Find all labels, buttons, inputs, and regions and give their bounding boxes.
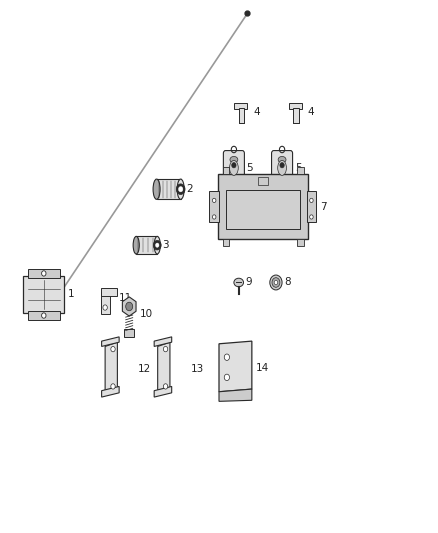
Bar <box>136 237 157 254</box>
Circle shape <box>103 305 107 310</box>
Circle shape <box>179 187 183 192</box>
FancyBboxPatch shape <box>272 150 293 185</box>
Polygon shape <box>102 337 119 346</box>
Bar <box>293 108 299 123</box>
FancyBboxPatch shape <box>218 174 308 239</box>
Circle shape <box>163 346 168 352</box>
Text: 1: 1 <box>68 289 74 300</box>
Polygon shape <box>105 342 117 392</box>
Text: 14: 14 <box>255 363 268 373</box>
Bar <box>234 103 247 109</box>
Circle shape <box>42 271 46 276</box>
Circle shape <box>126 302 133 311</box>
FancyBboxPatch shape <box>23 276 64 313</box>
Ellipse shape <box>153 179 160 199</box>
Circle shape <box>176 184 185 195</box>
Text: 4: 4 <box>308 107 314 117</box>
Circle shape <box>274 280 278 285</box>
Bar <box>239 108 244 123</box>
Bar <box>124 329 134 337</box>
Circle shape <box>163 384 168 389</box>
Ellipse shape <box>154 237 160 254</box>
Circle shape <box>212 198 216 203</box>
Ellipse shape <box>230 160 238 175</box>
Polygon shape <box>158 342 170 392</box>
Ellipse shape <box>133 237 139 254</box>
Text: 5: 5 <box>295 163 301 173</box>
FancyBboxPatch shape <box>28 269 60 278</box>
Text: 7: 7 <box>320 201 326 212</box>
Text: 8: 8 <box>284 278 290 287</box>
Polygon shape <box>154 337 172 346</box>
Text: 12: 12 <box>138 364 151 374</box>
Circle shape <box>310 215 313 219</box>
Polygon shape <box>154 386 172 397</box>
Circle shape <box>111 346 115 352</box>
Bar <box>223 167 229 174</box>
Circle shape <box>224 354 230 360</box>
Circle shape <box>212 215 216 219</box>
FancyBboxPatch shape <box>226 190 300 229</box>
Polygon shape <box>102 386 119 397</box>
Text: 3: 3 <box>162 240 169 250</box>
FancyBboxPatch shape <box>258 177 268 185</box>
Ellipse shape <box>230 157 238 163</box>
Text: 5: 5 <box>247 163 253 173</box>
Circle shape <box>310 198 313 203</box>
Ellipse shape <box>278 157 286 163</box>
Bar <box>101 292 110 314</box>
Circle shape <box>272 278 280 287</box>
Ellipse shape <box>234 278 244 287</box>
Text: 4: 4 <box>253 107 260 117</box>
Bar <box>307 191 316 222</box>
Text: 10: 10 <box>140 310 153 319</box>
Ellipse shape <box>278 160 286 175</box>
Polygon shape <box>122 297 136 316</box>
Bar <box>289 103 302 109</box>
Circle shape <box>224 374 230 381</box>
Polygon shape <box>219 341 252 392</box>
Text: 11: 11 <box>119 294 132 303</box>
Bar <box>209 191 219 222</box>
FancyBboxPatch shape <box>223 150 244 185</box>
Text: 2: 2 <box>186 184 193 194</box>
Circle shape <box>280 163 284 168</box>
Circle shape <box>155 243 159 247</box>
Polygon shape <box>219 389 252 401</box>
Circle shape <box>153 240 161 250</box>
Bar <box>297 167 304 174</box>
Text: 13: 13 <box>191 364 204 374</box>
Bar <box>156 179 180 199</box>
Bar <box>297 239 304 246</box>
Circle shape <box>111 384 115 389</box>
Bar <box>101 288 117 296</box>
Circle shape <box>42 313 46 318</box>
Circle shape <box>232 163 236 168</box>
FancyBboxPatch shape <box>28 311 60 320</box>
Circle shape <box>270 275 282 290</box>
Ellipse shape <box>177 179 184 199</box>
Text: 9: 9 <box>245 278 252 287</box>
Bar <box>223 239 229 246</box>
